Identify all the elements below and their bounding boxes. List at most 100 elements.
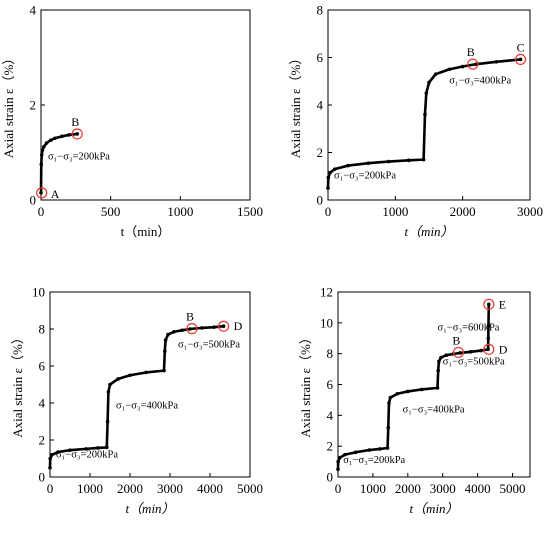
data-point (343, 452, 347, 457)
data-point (336, 459, 340, 464)
x-tick-label: 4000 (465, 481, 491, 496)
y-axis-label: Axial strain ε（%） (288, 52, 303, 159)
data-point (388, 395, 393, 400)
data-point (39, 191, 43, 195)
marked-point-a (36, 187, 48, 199)
y-tick-label: 8 (317, 3, 324, 18)
data-point (387, 401, 391, 405)
data-point (96, 446, 100, 450)
data-point (50, 453, 54, 457)
data-point (221, 324, 226, 329)
data-point (447, 67, 452, 72)
data-point (419, 387, 424, 392)
point-label: E (499, 297, 506, 311)
data-point (48, 138, 53, 142)
marked-point-d (218, 320, 230, 332)
stress-annotation: σ₁−σ₃=200kPa (56, 450, 118, 461)
data-point (460, 64, 465, 69)
data-point (162, 368, 166, 373)
data-point (435, 386, 440, 390)
y-tick-label: 4 (327, 408, 334, 423)
data-point (366, 161, 371, 165)
data-point (212, 325, 216, 329)
data-point (67, 133, 71, 137)
y-tick-label: 0 (327, 470, 334, 485)
stress-annotation: σ₁−σ₃=400kPa (449, 76, 511, 87)
stress-annotation: σ₁−σ₃=200kPa (343, 455, 405, 466)
data-point (200, 326, 204, 330)
point-label: B (467, 45, 475, 59)
marked-point-d (483, 343, 495, 355)
y-tick-label: 10 (32, 285, 45, 300)
y-tick-label: 2 (39, 433, 46, 448)
data-point (395, 391, 400, 396)
x-tick-label: 1000 (77, 481, 103, 496)
data-point (332, 167, 337, 171)
y-tick-label: 2 (317, 145, 324, 160)
x-tick-label: 3000 (157, 481, 183, 496)
data-point (386, 425, 391, 430)
marked-point-e (483, 298, 495, 310)
data-point (487, 302, 491, 307)
y-tick-label: 8 (39, 322, 46, 337)
plot-frame (40, 9, 251, 201)
y-tick-label: 4 (317, 98, 324, 113)
data-point (128, 373, 132, 378)
y-tick-label: 8 (327, 346, 334, 361)
chart-panel-4: 0 1000 2000 3000 4000 5000 0 2 4 6 8 10 12 Axial stra… (298, 285, 531, 516)
x-tick-label: 3000 (430, 481, 456, 496)
y-axis-label: Axial strain ε（%） (1, 52, 16, 159)
data-point (44, 141, 49, 145)
stress-annotation: σ₁−σ₃=500kPa (178, 340, 240, 351)
x-tick-label: 4000 (197, 481, 223, 496)
x-tick-label: 0 (325, 204, 332, 219)
marked-point-b (452, 346, 465, 359)
x-axis-label: t（min） (121, 224, 171, 239)
x-tick-label: 0 (47, 481, 54, 496)
stress-annotation: σ₁−σ₃=200kPa (334, 171, 396, 182)
x-tick-label: 3000 (517, 204, 543, 219)
data-point (385, 446, 390, 450)
data-point (486, 347, 490, 352)
data-point (367, 448, 372, 452)
data-point (518, 57, 523, 62)
data-point (407, 158, 411, 163)
y-tick-label: 0 (317, 193, 324, 208)
data-point (39, 162, 44, 167)
data-point (439, 355, 443, 360)
data-point (53, 136, 57, 141)
y-axis-label: Axial strain ε（%） (298, 331, 313, 438)
data-point (346, 163, 351, 168)
x-tick-label: 1000 (167, 204, 193, 219)
data-point (423, 112, 427, 117)
x-axis-label: t（min） (125, 501, 174, 516)
point-label: B (71, 115, 79, 129)
data-point (106, 390, 111, 394)
data-point (163, 338, 168, 342)
data-point (486, 324, 491, 328)
x-tick-label: 1500 (237, 204, 263, 219)
stress-annotation: σ₁−σ₃=200kPa (48, 152, 110, 163)
data-point (188, 327, 192, 331)
data-point (427, 80, 431, 85)
stress-annotation: σ₁−σ₃=500kPa (443, 356, 505, 367)
x-tick-label: 1000 (360, 481, 386, 496)
data-point (48, 456, 52, 461)
data-point (105, 445, 109, 450)
point-label: A (51, 187, 60, 201)
marked-point-b (186, 323, 198, 335)
marked-point-b (467, 58, 479, 70)
data-point (437, 359, 441, 364)
data-point (328, 170, 332, 175)
data-point (172, 329, 176, 334)
chart-panel-2: 0 1000 2000 3000 0 2 4 6 8 Axial strain ε（%） t（min… (288, 3, 543, 240)
stress-annotation: σ₁−σ₃=400kPa (403, 404, 465, 415)
x-tick-label: 2000 (395, 481, 421, 496)
y-tick-label: 10 (320, 315, 333, 330)
y-tick-label: 4 (39, 396, 46, 411)
plot-frame (49, 291, 251, 478)
y-tick-label: 0 (39, 470, 46, 485)
x-tick-label: 1000 (382, 204, 408, 219)
data-point (105, 419, 110, 424)
